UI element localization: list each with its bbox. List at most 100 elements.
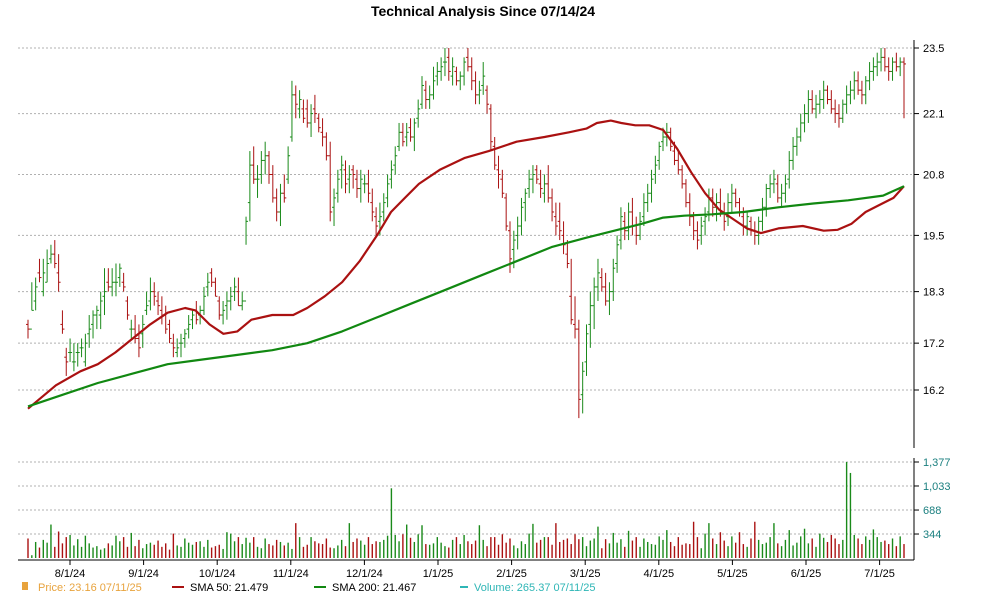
- ohlc-bar: [863, 76, 868, 105]
- volume-tick-label: 688: [923, 505, 941, 517]
- ohlc-bar: [416, 99, 421, 128]
- ohlc-bar: [423, 80, 428, 109]
- ohlc-bar: [362, 174, 367, 194]
- ohlc-bar: [182, 329, 187, 348]
- ohlc-bar: [879, 48, 884, 72]
- ohlc-bar: [420, 76, 425, 109]
- ohlc-bar: [695, 221, 700, 250]
- price-tick-labels: 16.2 17.2 18.3 19.5 20.8 22.1 23.5: [923, 43, 944, 397]
- ohlc-bar: [435, 62, 440, 86]
- ohlc-bar: [37, 258, 42, 283]
- ohlc-bar: [186, 315, 191, 339]
- x-tick-label: 5/1/25: [717, 568, 748, 580]
- ohlc-bar: [844, 85, 849, 114]
- ohlc-bar: [645, 183, 650, 212]
- ohlc-bar: [366, 169, 371, 203]
- ohlc-bar: [454, 66, 459, 86]
- ohlc-bar: [485, 85, 490, 114]
- ohlc-bar: [584, 324, 589, 376]
- legend: Price: 23.16 07/11/25 SMA 50: 21.479 SMA…: [22, 582, 596, 594]
- ohlc-bar: [412, 118, 417, 152]
- ohlc-bar: [760, 197, 765, 231]
- ohlc-bar: [244, 216, 249, 302]
- legend-sma200: SMA 200: 21.467: [314, 582, 416, 594]
- ohlc-bar: [588, 291, 593, 348]
- ohlc-bar: [561, 221, 566, 255]
- ohlc-bar: [282, 174, 287, 203]
- ohlc-bar: [427, 85, 432, 109]
- legend-sma50-label: SMA 50: 21.479: [190, 582, 268, 594]
- price-tick-label: 18.3: [923, 287, 944, 299]
- sma50-line: [27, 119, 905, 410]
- legend-price-label: Price: 23.16 07/11/25: [38, 582, 142, 594]
- ohlc-bar: [113, 263, 118, 297]
- ohlc-bar: [358, 169, 363, 203]
- ohlc-bar: [791, 137, 796, 170]
- ohlc-bar: [779, 183, 784, 208]
- ohlc-bar: [641, 193, 646, 227]
- ohlc-bar: [381, 193, 386, 222]
- price-tick-label: 23.5: [923, 43, 944, 55]
- ohlc-bar: [649, 169, 654, 203]
- ohlc-bar: [266, 151, 271, 184]
- ohlc-bar: [882, 48, 887, 72]
- ohlc-bar: [530, 165, 535, 194]
- ohlc-bar: [890, 57, 895, 81]
- ohlc-bar: [270, 165, 275, 203]
- ohlc-bar: [557, 202, 562, 241]
- ohlc-bar: [167, 319, 172, 344]
- ohlc-bar: [312, 94, 317, 123]
- ohlc-bar: [814, 94, 819, 119]
- ohlc-bar: [469, 57, 474, 91]
- ohlc-bar: [217, 296, 222, 320]
- ohlc-bar: [615, 235, 620, 273]
- ohlc-bar: [263, 141, 268, 175]
- ohlc-bar: [634, 216, 639, 245]
- ohlc-bar: [98, 291, 103, 330]
- ohlc-bar: [385, 174, 390, 208]
- ohlc-bar: [175, 338, 180, 358]
- ohlc-bar: [527, 169, 532, 198]
- volume-tick-labels: 344 688 1,033 1,377: [923, 457, 951, 541]
- ohlc-bar: [320, 118, 325, 147]
- ohlc-bar: [354, 169, 359, 198]
- ohlc-bar: [638, 211, 643, 241]
- ohlc-bar: [626, 202, 631, 241]
- ohlc-bar: [546, 165, 551, 203]
- ohlc-bar: [324, 132, 329, 161]
- ohlc-bar: [706, 188, 711, 222]
- ohlc-bar: [56, 254, 61, 292]
- ohlc-bar: [129, 319, 134, 339]
- legend-price: Price: 23.16 07/11/25: [22, 582, 142, 594]
- legend-sma50: SMA 50: 21.479: [172, 582, 268, 594]
- x-tick-label: 6/1/25: [791, 568, 822, 580]
- ohlc-bar: [902, 57, 906, 119]
- ohlc-bar: [332, 188, 337, 227]
- ohlc-bar: [328, 141, 333, 222]
- ohlc-bar: [48, 244, 53, 264]
- x-tick-label: 1/1/25: [423, 568, 454, 580]
- ohlc-bar: [41, 258, 46, 297]
- ohlc-bar: [722, 202, 727, 231]
- ohlc-bar: [60, 310, 65, 334]
- ohlc-bar: [232, 277, 237, 301]
- ohlc-bar: [534, 165, 539, 184]
- ohlc-bar: [316, 113, 321, 133]
- ohlc-bar: [752, 221, 757, 245]
- volume-bars: [27, 462, 905, 558]
- ohlc-bar: [599, 268, 604, 292]
- ohlc-bar: [301, 99, 306, 123]
- ohlc-bar: [538, 169, 543, 198]
- ohlc-bar: [251, 146, 256, 184]
- ohlc-bar: [205, 272, 210, 297]
- ohlc-bar: [52, 240, 57, 269]
- ohlc-bar: [274, 188, 279, 222]
- ohlc-bar: [653, 155, 658, 184]
- ohlc-bar: [102, 268, 107, 316]
- ohlc-bar: [33, 277, 38, 311]
- volume-tick-label: 1,377: [923, 457, 951, 469]
- ohlc-bar: [859, 80, 864, 105]
- ohlc-bar: [224, 291, 229, 320]
- ohlc-bar: [106, 268, 111, 292]
- ohlc-bar: [611, 258, 616, 301]
